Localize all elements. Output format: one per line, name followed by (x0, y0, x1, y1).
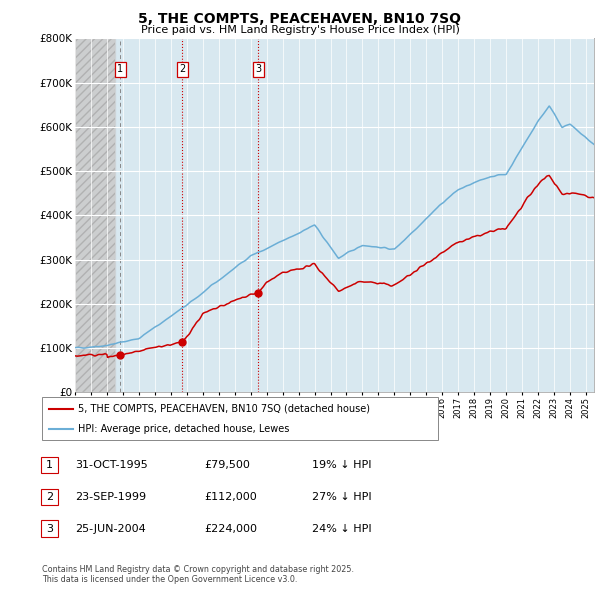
Text: £112,000: £112,000 (204, 492, 257, 502)
Text: 5, THE COMPTS, PEACEHAVEN, BN10 7SQ (detached house): 5, THE COMPTS, PEACEHAVEN, BN10 7SQ (det… (78, 404, 370, 414)
Text: 24% ↓ HPI: 24% ↓ HPI (312, 524, 371, 533)
Text: Price paid vs. HM Land Registry's House Price Index (HPI): Price paid vs. HM Land Registry's House … (140, 25, 460, 35)
Text: 3: 3 (46, 524, 53, 533)
Text: 1: 1 (117, 64, 123, 74)
Text: 1: 1 (46, 460, 53, 470)
Text: 31-OCT-1995: 31-OCT-1995 (75, 460, 148, 470)
Text: 3: 3 (255, 64, 262, 74)
Text: 27% ↓ HPI: 27% ↓ HPI (312, 492, 371, 502)
Text: £224,000: £224,000 (204, 524, 257, 533)
Text: HPI: Average price, detached house, Lewes: HPI: Average price, detached house, Lewe… (78, 424, 289, 434)
Text: Contains HM Land Registry data © Crown copyright and database right 2025.
This d: Contains HM Land Registry data © Crown c… (42, 565, 354, 584)
Text: 2: 2 (46, 492, 53, 502)
Text: 25-JUN-2004: 25-JUN-2004 (75, 524, 146, 533)
Polygon shape (75, 38, 115, 392)
Text: 5, THE COMPTS, PEACEHAVEN, BN10 7SQ: 5, THE COMPTS, PEACEHAVEN, BN10 7SQ (139, 12, 461, 26)
Text: 19% ↓ HPI: 19% ↓ HPI (312, 460, 371, 470)
Text: 2: 2 (179, 64, 185, 74)
Text: £79,500: £79,500 (204, 460, 250, 470)
Text: 23-SEP-1999: 23-SEP-1999 (75, 492, 146, 502)
